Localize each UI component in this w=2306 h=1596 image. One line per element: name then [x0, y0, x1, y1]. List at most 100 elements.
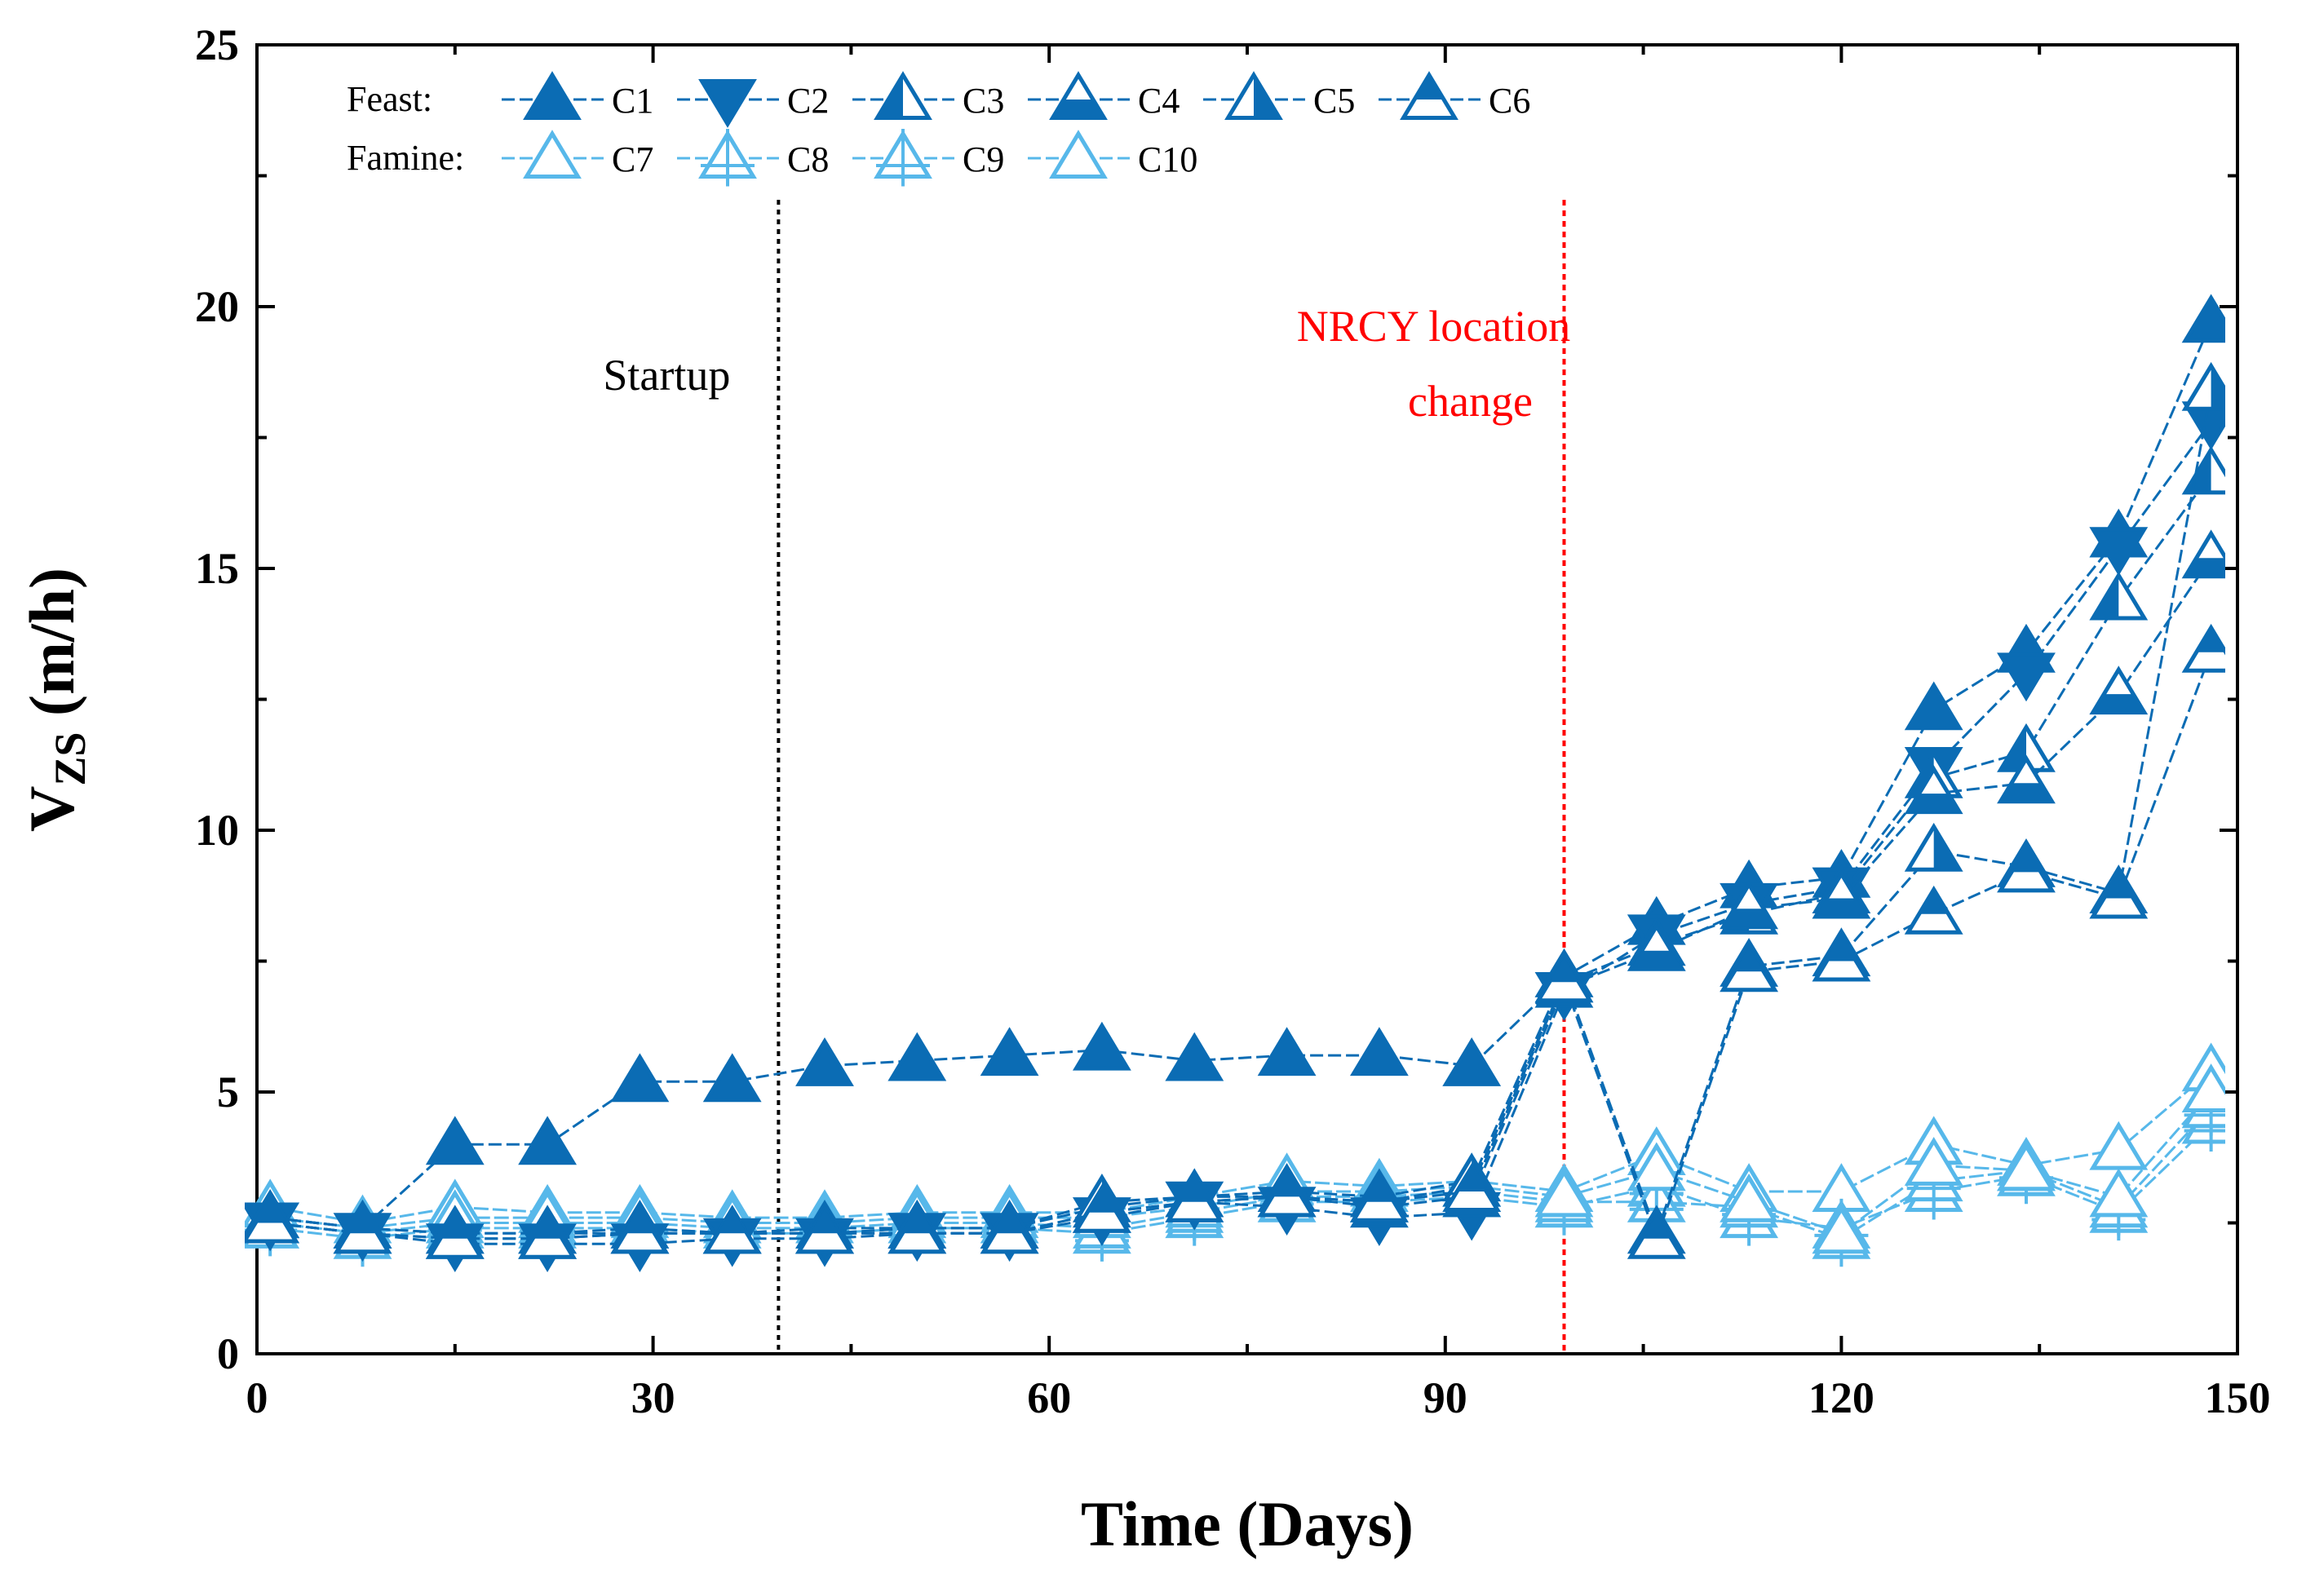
data-point-C6: [1442, 1163, 1502, 1212]
data-point-C6: [1904, 885, 1963, 935]
series-line-C7: [269, 1070, 2212, 1225]
x-tick-label: 0: [246, 1373, 268, 1422]
data-point-C4-fill: [1631, 950, 1683, 970]
data-point-C10-shape: [1997, 1142, 2056, 1191]
data-point-C6: [1349, 1173, 1409, 1222]
data-point-C6-fill: [440, 1214, 470, 1239]
data-point-C4: [2089, 665, 2149, 715]
data-point-C3-fill: [2000, 727, 2026, 771]
legend-label-C9: C9: [963, 139, 1004, 179]
nrcy-label-line1: NRCY location: [1297, 302, 1570, 351]
legend-marker-C10-shape: [1049, 130, 1108, 179]
data-point-C10-shape: [1534, 1168, 1594, 1218]
data-point-C5: [2181, 361, 2225, 411]
data-point-C6: [795, 1205, 854, 1254]
data-point-C10: [1812, 1205, 1871, 1254]
data-point-C2-shape: [1997, 652, 2056, 702]
legend-label-C5: C5: [1313, 81, 1355, 121]
data-point-C6-fill: [1826, 936, 1857, 962]
data-point-C1-shape: [610, 1053, 670, 1103]
data-point-C6: [1997, 843, 2056, 893]
series-line-C6: [270, 652, 2213, 1243]
nrcy-label-line2: change: [1408, 377, 1533, 426]
data-point-C1: [702, 1053, 762, 1103]
data-point-C1: [1072, 1021, 1131, 1071]
data-point-C1: [518, 1116, 578, 1165]
legend-item-C6: C6: [1379, 71, 1530, 121]
data-point-C4-fill: [1723, 909, 1775, 927]
x-tick-label: 120: [1808, 1373, 1874, 1422]
legend-item-C7: C7: [502, 130, 653, 179]
data-point-C6-fill: [625, 1209, 655, 1234]
y-tick-label: 15: [195, 544, 239, 593]
data-point-C1: [980, 1027, 1039, 1077]
data-point-C6-fill: [533, 1214, 563, 1239]
data-point-C6: [2181, 623, 2225, 673]
data-point-C4: [1812, 869, 1871, 919]
data-point-C1-shape: [887, 1032, 947, 1081]
data-point-C6: [1257, 1168, 1317, 1218]
data-point-C6-fill: [1087, 1187, 1117, 1213]
legend-marker-C5-fill: [1254, 75, 1280, 118]
data-point-C5-fill: [2211, 365, 2225, 409]
data-point-C6: [518, 1209, 578, 1259]
data-point-C6-fill: [1641, 1214, 1671, 1239]
data-point-C4: [1904, 765, 1963, 815]
legend-label-C1: C1: [612, 81, 653, 121]
x-tick-label: 150: [2205, 1373, 2271, 1422]
y-tick-label: 0: [217, 1329, 239, 1378]
data-point-C3-fill: [2185, 449, 2211, 493]
data-point-C1-shape: [1165, 1032, 1224, 1081]
data-point-C6: [887, 1205, 947, 1254]
data-point-C10-shape: [1627, 1142, 1686, 1191]
x-tick-label: 30: [631, 1373, 675, 1422]
data-point-C10: [1534, 1168, 1594, 1218]
data-point-C1-shape: [1349, 1027, 1409, 1077]
legend-marker-C8: [698, 129, 757, 187]
legend-marker-C9: [874, 129, 932, 187]
data-point-C10: [1904, 1137, 1963, 1186]
legend-label-C10: C10: [1138, 139, 1197, 179]
data-point-C6: [1720, 943, 1779, 993]
legend-item-C9: C9: [852, 129, 1004, 187]
legend-marker-C4: [1049, 71, 1108, 120]
legend-marker-C7-shape: [523, 130, 582, 179]
data-point-C10: [1720, 1173, 1779, 1222]
legend-item-C1: C1: [502, 71, 653, 121]
data-point-C3: [2181, 445, 2225, 495]
data-point-C1-shape: [1257, 1027, 1317, 1077]
data-point-C1: [425, 1116, 485, 1165]
data-point-C4-fill: [2092, 694, 2144, 713]
legend-item-C2: C2: [677, 79, 829, 128]
legend-marker-C2-shape: [698, 79, 757, 128]
data-point-C5-fill: [1933, 826, 1960, 870]
data-point-C3: [2089, 571, 2149, 621]
data-point-C1: [1349, 1027, 1409, 1077]
data-point-C4: [1720, 880, 1779, 930]
legend-marker-C6: [1400, 71, 1458, 120]
data-point-C6: [333, 1205, 392, 1254]
legend-famine-label: Famine:: [347, 138, 464, 178]
legend-marker-C2: [698, 79, 757, 128]
legend-marker-C1: [523, 71, 582, 120]
data-point-C4-fill: [1815, 898, 1867, 917]
data-point-C1-shape: [1072, 1021, 1131, 1071]
data-point-C10-shape: [2181, 1063, 2225, 1112]
y-axis-ticks: 0 5 10 15 20 25: [195, 20, 2237, 1378]
data-point-C6-fill: [1549, 957, 1579, 983]
data-point-C6-fill: [902, 1209, 932, 1234]
data-point-C1: [1904, 681, 1963, 731]
annotations: Startup NRCY location change: [603, 200, 1570, 1354]
legend-label-C2: C2: [787, 81, 829, 121]
data-point-C6-fill: [1272, 1172, 1302, 1197]
y-tick-label: 10: [195, 806, 239, 855]
data-point-C6: [425, 1209, 485, 1259]
data-point-C4-fill: [2000, 783, 2052, 802]
legend-item-C10: C10: [1028, 130, 1197, 179]
data-point-C6: [2089, 869, 2149, 919]
data-point-C1: [610, 1053, 670, 1103]
data-point-C5: [1904, 822, 1963, 872]
data-point-C1: [2181, 294, 2225, 343]
y-tick-label: 25: [195, 20, 239, 69]
data-point-C6-fill: [1734, 947, 1764, 972]
